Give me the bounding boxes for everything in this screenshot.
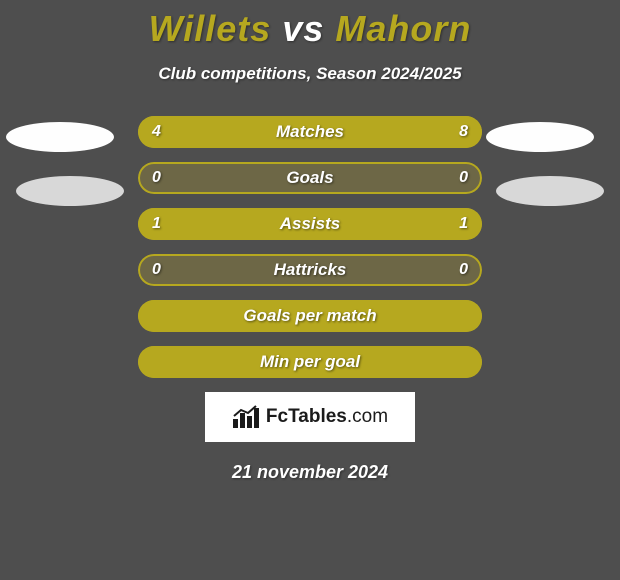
logo-text-bold: FcTables (266, 406, 347, 427)
subtitle: Club competitions, Season 2024/2025 (0, 64, 620, 84)
stat-value-right: 1 (459, 208, 468, 240)
stat-row: Assists1 1 (138, 208, 482, 240)
stat-value-right: 0 (459, 254, 468, 286)
team-badge (16, 176, 124, 206)
title-vs: vs (282, 8, 324, 49)
stat-label: Assists (138, 208, 482, 240)
stat-value-left: 4 (152, 116, 161, 148)
date-label: 21 november 2024 (0, 462, 620, 483)
player2-name: Mahorn (335, 8, 471, 49)
stat-value-right: 0 (459, 162, 468, 194)
stat-rows: Matches48Goals00Assists11Hattricks00Goal… (0, 116, 620, 378)
team-badge (486, 122, 594, 152)
team-badge (496, 176, 604, 206)
stat-label: Matches (138, 116, 482, 148)
logo-box: FcTables.com (205, 392, 415, 442)
stat-row: Goals per match (138, 300, 482, 332)
stat-value-left: 0 (152, 162, 161, 194)
player1-name: Willets (149, 8, 272, 49)
comparison-card: Willets vs Mahorn Club competitions, Sea… (0, 0, 620, 580)
stat-value-right: 8 (459, 116, 468, 148)
fctables-icon (232, 405, 260, 429)
page-title: Willets vs Mahorn (0, 0, 620, 50)
stat-label: Goals per match (138, 300, 482, 332)
logo-text-light: .com (347, 406, 388, 427)
stat-value-left: 1 (152, 208, 161, 240)
team-badge (6, 122, 114, 152)
stat-row: Goals0 0 (138, 162, 482, 194)
stat-row: Matches4 8 (138, 116, 482, 148)
stat-row: Min per goal (138, 346, 482, 378)
stat-label: Hattricks (138, 254, 482, 286)
stat-value-left: 0 (152, 254, 161, 286)
stat-label: Goals (138, 162, 482, 194)
logo-text: FcTables.com (266, 406, 388, 428)
stat-row: Hattricks0 0 (138, 254, 482, 286)
stat-label: Min per goal (138, 346, 482, 378)
